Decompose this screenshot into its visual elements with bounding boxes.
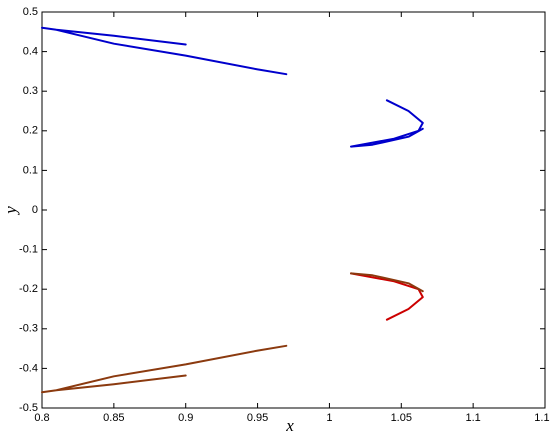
x-axis-label: x <box>285 416 294 435</box>
x-tick-label: 0.9 <box>178 412 193 424</box>
y-tick-label: 0.2 <box>23 125 38 137</box>
y-axis-label: y <box>1 206 20 216</box>
x-tick-label: 1.1 <box>465 412 480 424</box>
y-tick-label: 0.4 <box>23 46 38 58</box>
x-tick-label: 0.95 <box>247 412 268 424</box>
x-tick-label: 0.85 <box>103 412 124 424</box>
curve <box>41 26 288 76</box>
plot-frame <box>41 11 546 409</box>
y-tick-label: 0.1 <box>23 164 38 176</box>
curve <box>350 272 424 293</box>
x-tick-label: 1 <box>326 412 332 424</box>
curve <box>350 99 424 148</box>
curve <box>350 272 424 321</box>
x-tick-label: 1.05 <box>391 412 412 424</box>
y-tick-label: -0.5 <box>19 402 38 414</box>
y-tick-label: 0 <box>32 204 38 216</box>
x-tick-label: 1.15 <box>534 412 550 424</box>
x-tick-label: 0.8 <box>34 412 49 424</box>
y-tick-label: -0.4 <box>19 362 38 374</box>
curve <box>41 344 288 394</box>
y-tick-label: 0.5 <box>23 6 38 18</box>
y-tick-label: -0.3 <box>19 323 38 335</box>
y-tick-label: -0.2 <box>19 283 38 295</box>
y-tick-label: 0.3 <box>23 85 38 97</box>
y-tick-label: -0.1 <box>19 244 38 256</box>
